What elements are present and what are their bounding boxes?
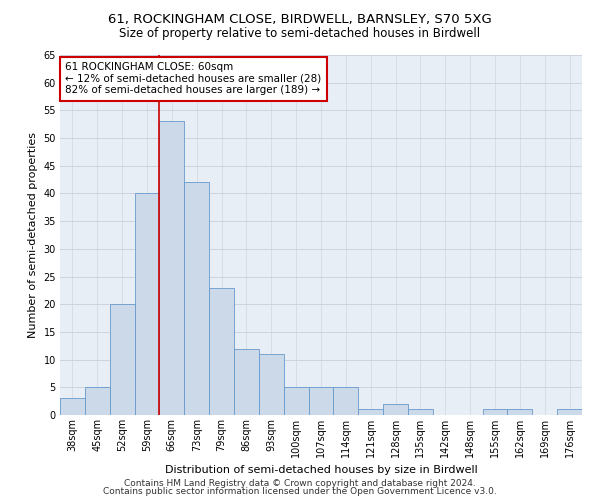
Bar bbox=[557, 410, 582, 415]
Bar bbox=[209, 288, 234, 415]
Text: Contains HM Land Registry data © Crown copyright and database right 2024.: Contains HM Land Registry data © Crown c… bbox=[124, 478, 476, 488]
Bar bbox=[259, 354, 284, 415]
Bar bbox=[134, 194, 160, 415]
Text: 61, ROCKINGHAM CLOSE, BIRDWELL, BARNSLEY, S70 5XG: 61, ROCKINGHAM CLOSE, BIRDWELL, BARNSLEY… bbox=[108, 12, 492, 26]
Bar bbox=[60, 398, 85, 415]
Bar bbox=[334, 388, 358, 415]
Bar bbox=[284, 388, 308, 415]
Bar bbox=[184, 182, 209, 415]
Bar bbox=[110, 304, 134, 415]
Text: Size of property relative to semi-detached houses in Birdwell: Size of property relative to semi-detach… bbox=[119, 28, 481, 40]
Y-axis label: Number of semi-detached properties: Number of semi-detached properties bbox=[28, 132, 38, 338]
Bar bbox=[358, 410, 383, 415]
Text: 61 ROCKINGHAM CLOSE: 60sqm
← 12% of semi-detached houses are smaller (28)
82% of: 61 ROCKINGHAM CLOSE: 60sqm ← 12% of semi… bbox=[65, 62, 322, 96]
Bar bbox=[482, 410, 508, 415]
Bar bbox=[308, 388, 334, 415]
Bar bbox=[160, 122, 184, 415]
Bar bbox=[383, 404, 408, 415]
Text: Contains public sector information licensed under the Open Government Licence v3: Contains public sector information licen… bbox=[103, 487, 497, 496]
Bar bbox=[408, 410, 433, 415]
Bar bbox=[85, 388, 110, 415]
Bar bbox=[508, 410, 532, 415]
Bar bbox=[234, 348, 259, 415]
X-axis label: Distribution of semi-detached houses by size in Birdwell: Distribution of semi-detached houses by … bbox=[164, 466, 478, 475]
